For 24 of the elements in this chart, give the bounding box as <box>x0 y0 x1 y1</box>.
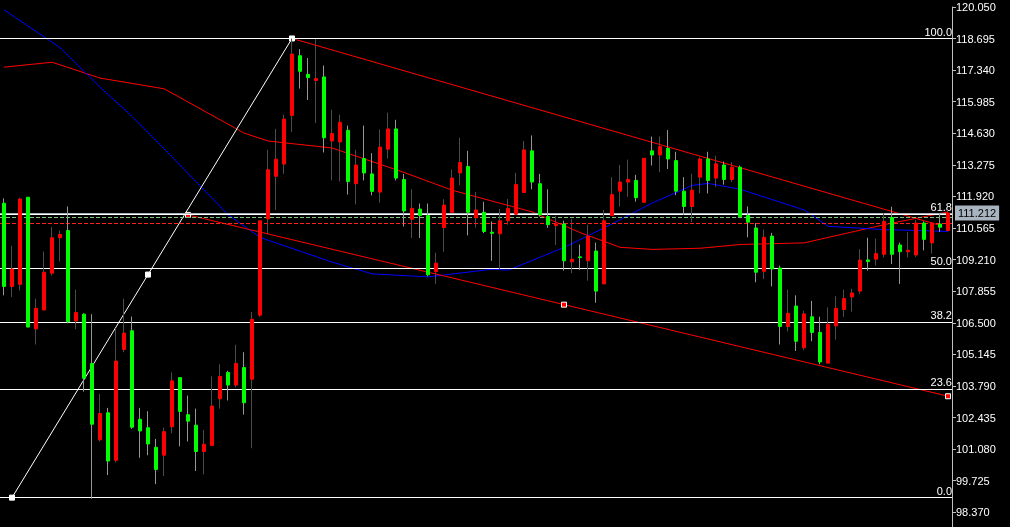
y-tick-label: 103.790 <box>956 379 996 392</box>
y-tick-label: 98.370 <box>956 506 990 519</box>
y-tick-label: 117.340 <box>956 64 995 77</box>
y-tick-label: 111.920 <box>956 190 995 203</box>
y-tick-label: 109.210 <box>956 253 996 266</box>
y-tick-label: 120.050 <box>956 1 996 13</box>
annotation: 38.2 <box>930 309 952 322</box>
y-tick-label: 106.500 <box>956 316 996 329</box>
ref-line-label: 111.212 <box>958 207 997 220</box>
y-tick-label: 118.695 <box>956 32 995 45</box>
annotation: 100.0 <box>924 25 952 38</box>
y-tick-label: 105.145 <box>956 348 996 361</box>
y-tick-label: 115.985 <box>956 95 995 108</box>
y-tick-label: 110.565 <box>956 222 995 235</box>
y-tick-label: 102.435 <box>956 411 996 424</box>
y-tick-label: 113.275 <box>956 158 995 171</box>
y-tick-label: 99.725 <box>956 474 990 487</box>
annotation: 23.6 <box>930 376 952 389</box>
annotation: 61.8 <box>930 200 952 213</box>
y-tick-label: 114.630 <box>956 127 995 140</box>
annotation: 50.0 <box>930 255 952 268</box>
annotation: 0.0 <box>936 484 952 497</box>
y-tick-label: 101.080 <box>956 443 996 456</box>
y-tick-label: 107.855 <box>956 285 996 298</box>
